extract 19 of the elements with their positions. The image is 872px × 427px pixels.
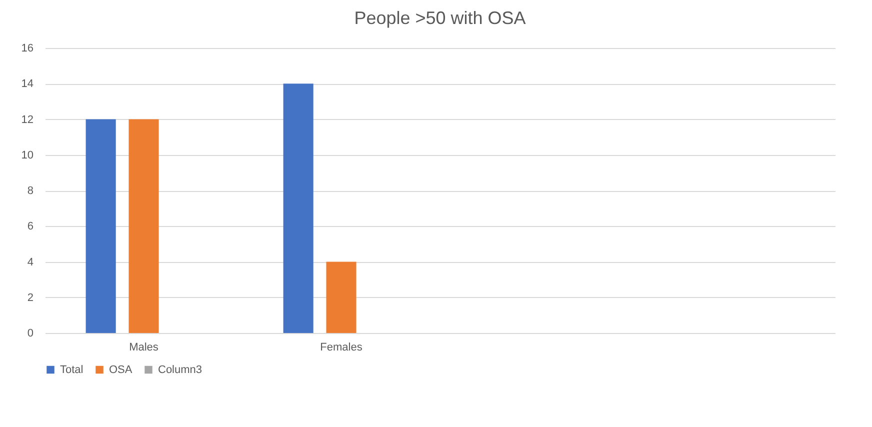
y-tick-label: 16 [21,42,34,54]
legend-label: Column3 [158,364,202,376]
y-tick-label: 2 [27,292,34,304]
x-tick-label: Females [320,342,363,354]
bar [86,119,116,333]
x-tick-label: Males [129,342,159,354]
bar [283,84,314,333]
legend-label: Total [60,364,84,376]
bar [128,119,159,333]
bar [326,262,356,333]
chart-title: People >50 with OSA [354,8,526,28]
y-tick-label: 6 [27,220,34,233]
y-tick-label: 10 [21,149,34,162]
y-tick-label: 14 [21,78,34,90]
y-tick-label: 0 [27,328,34,340]
legend-label: OSA [109,364,133,376]
y-tick-label: 8 [27,185,34,197]
y-tick-label: 4 [27,256,34,268]
y-tick-label: 12 [21,114,34,126]
